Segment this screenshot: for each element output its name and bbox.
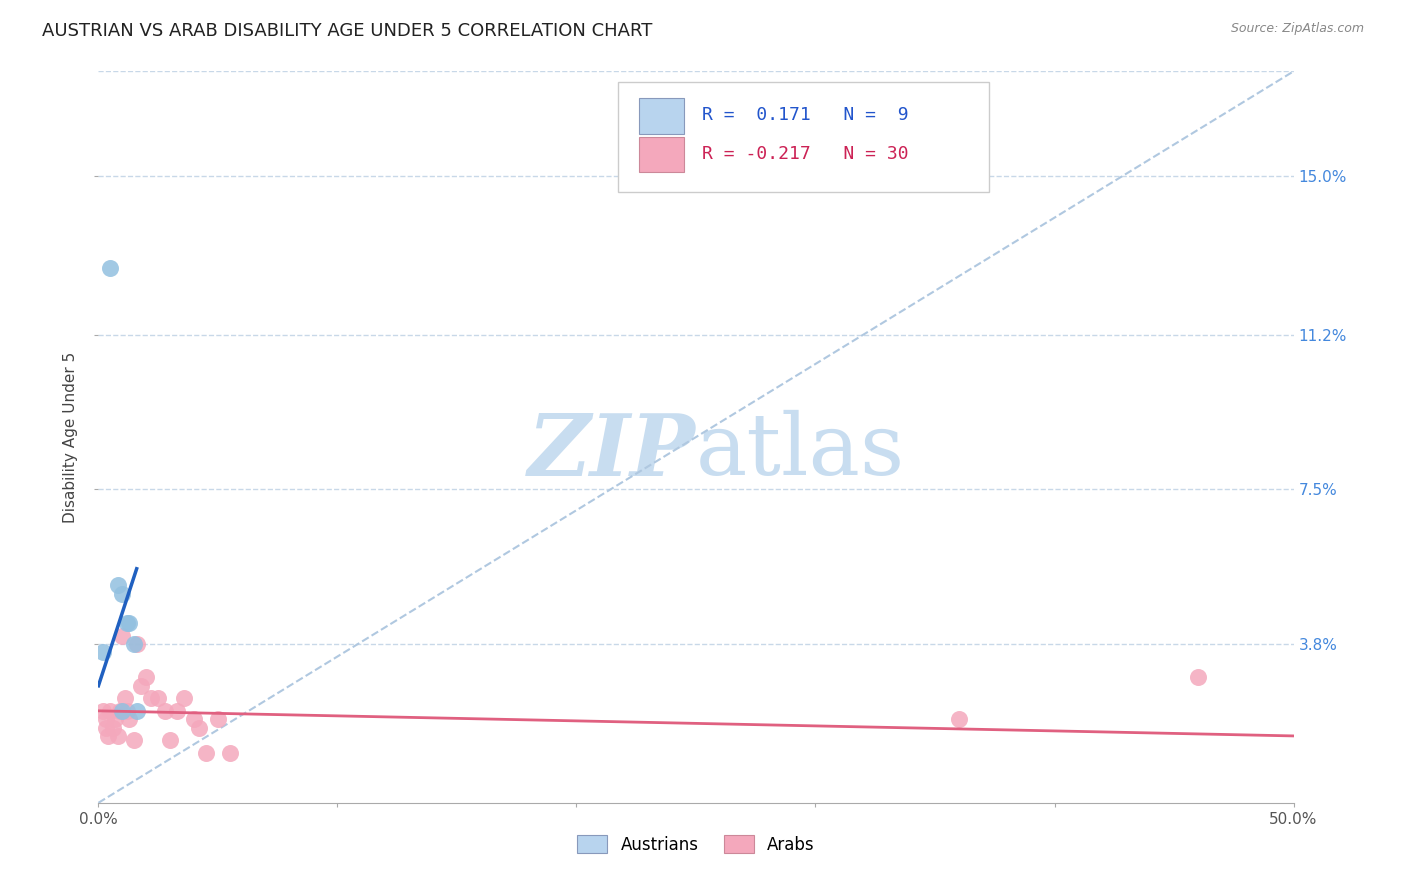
Bar [638,98,685,134]
Point [173,691,195,706]
Point [115,704,138,718]
Point [166,704,188,718]
Point [94,721,117,735]
Point [124,637,146,651]
Point [124,733,146,747]
Point [1187,670,1209,684]
Point [111,587,134,601]
Point [98,260,122,275]
Text: atlas: atlas [696,410,905,493]
Point [98,704,122,718]
Y-axis label: Disability Age Under 5: Disability Age Under 5 [63,351,79,523]
Point [159,733,181,747]
Point [91,704,114,718]
Point [195,746,218,760]
Point [155,704,177,718]
Text: R =  0.171   N =  9: R = 0.171 N = 9 [702,106,908,124]
Point [125,637,148,651]
Point [107,729,129,743]
Point [91,645,114,659]
FancyBboxPatch shape [619,82,988,192]
Point [131,679,153,693]
Point [108,704,131,718]
Point [115,616,138,631]
Point [139,691,162,706]
Bar [638,137,685,172]
Point [111,704,134,718]
Point [219,746,242,760]
Text: R = -0.217   N = 30: R = -0.217 N = 30 [702,145,908,163]
Point [183,712,205,726]
Point [101,721,124,735]
Point [114,691,136,706]
Point [97,729,120,743]
Point [94,712,117,726]
Legend: Austrians, Arabs: Austrians, Arabs [571,829,821,860]
Point [187,721,209,735]
Point [148,691,170,706]
Point [111,629,134,643]
Text: AUSTRIAN VS ARAB DISABILITY AGE UNDER 5 CORRELATION CHART: AUSTRIAN VS ARAB DISABILITY AGE UNDER 5 … [42,22,652,40]
Point [118,712,141,726]
Point [207,712,229,726]
Point [135,670,157,684]
Point [125,704,148,718]
Point [107,578,129,592]
Point [104,712,127,726]
Point [948,712,970,726]
Text: ZIP: ZIP [529,410,696,493]
Point [118,616,141,631]
Text: Source: ZipAtlas.com: Source: ZipAtlas.com [1230,22,1364,36]
